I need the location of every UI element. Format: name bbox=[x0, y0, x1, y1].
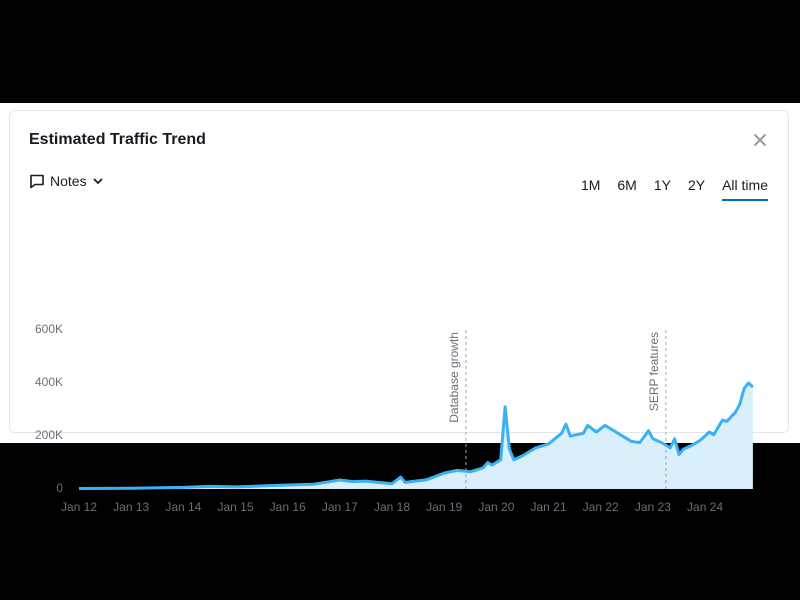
y-tick-label: 0 bbox=[56, 481, 63, 495]
x-tick-label: Jan 15 bbox=[217, 500, 253, 514]
close-button[interactable] bbox=[753, 133, 767, 147]
notes-icon bbox=[30, 174, 44, 189]
x-tick-label: Jan 14 bbox=[165, 500, 201, 514]
y-tick-label: 400K bbox=[35, 375, 63, 389]
line bbox=[78, 381, 754, 490]
area bbox=[79, 383, 753, 489]
card-title: Estimated Traffic Trend bbox=[29, 131, 206, 148]
x-tick-label: Jan 12 bbox=[61, 500, 97, 514]
notes-dropdown[interactable]: Notes bbox=[29, 173, 104, 189]
range-tab[interactable]: All time bbox=[722, 177, 768, 201]
y-tick-label: 200K bbox=[35, 428, 63, 442]
range-tab[interactable]: 2Y bbox=[687, 177, 706, 193]
x-tick-label: Jan 17 bbox=[322, 500, 358, 514]
x-tick-label: Jan 16 bbox=[270, 500, 306, 514]
x-tick-label: Jan 24 bbox=[687, 500, 723, 514]
range-tab[interactable]: 6M bbox=[617, 177, 637, 193]
notes-label: Notes bbox=[50, 173, 87, 189]
x-tick-label: Jan 23 bbox=[635, 500, 671, 514]
x-tick-label: Jan 13 bbox=[113, 500, 149, 514]
chevron bbox=[93, 178, 102, 185]
annotation-label: SERP features bbox=[647, 332, 661, 411]
x-tick-label: Jan 19 bbox=[426, 500, 462, 514]
range-tab[interactable]: 1M bbox=[580, 177, 601, 193]
panel: Estimated Traffic Trend Notes 1M 6M 1Y 2Y Al… bbox=[0, 103, 800, 514]
range-tab[interactable]: 1Y bbox=[653, 177, 671, 193]
x-tick-label: Jan 21 bbox=[531, 500, 567, 514]
range-tabs: 1M 6M 1Y 2Y All time bbox=[581, 177, 768, 201]
card: Estimated Traffic Trend Notes 1M 6M 1Y 2Y Al… bbox=[9, 110, 789, 433]
x-tick-label: Jan 22 bbox=[583, 500, 619, 514]
x-tick-label: Jan 18 bbox=[374, 500, 410, 514]
x-tick-label: Jan 20 bbox=[478, 500, 514, 514]
annotation-label: Database growth bbox=[447, 332, 461, 423]
chart: 0 200K 400K 600K Jan 12 Jan 13 Jan 14 Jan 15 Jan… bbox=[35, 322, 754, 514]
y-tick-label: 600K bbox=[35, 322, 63, 336]
